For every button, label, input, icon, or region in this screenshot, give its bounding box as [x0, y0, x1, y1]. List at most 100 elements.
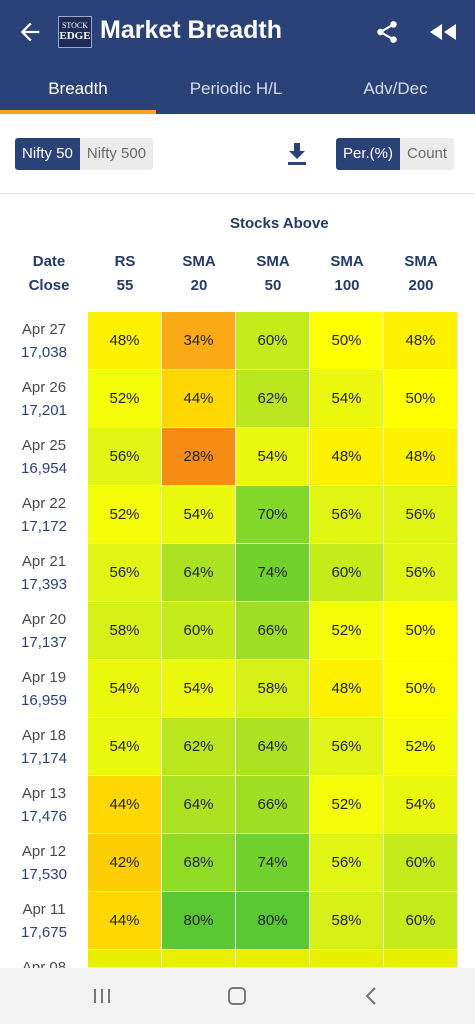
row-date: Apr 27	[21, 321, 67, 338]
heat-cell: 60%	[236, 312, 310, 370]
row-label: Apr 18 17,174	[0, 724, 88, 770]
row-close: 17,530	[21, 866, 67, 883]
heat-cell: 64%	[236, 718, 310, 776]
heat-cell: 58%	[310, 892, 384, 950]
row-date: Apr 18	[21, 727, 67, 744]
heat-cell: 34%	[162, 312, 236, 370]
tab-periodic-hl[interactable]: Periodic H/L	[189, 79, 283, 98]
stockedge-logo: STOCK EDGE	[58, 16, 92, 48]
row-label: Apr 13 17,476	[0, 782, 88, 828]
heat-cell: 56%	[310, 834, 384, 892]
heat-cell: 56%	[88, 428, 162, 486]
heat-cell: 56%	[310, 718, 384, 776]
count-option[interactable]: Count	[400, 138, 455, 170]
row-label: Apr 22 17,172	[0, 492, 88, 538]
heat-cell: 42%	[88, 834, 162, 892]
column-header-line: 20	[190, 277, 208, 294]
heat-cell	[384, 950, 458, 968]
row-close: 17,393	[21, 576, 67, 593]
home-icon[interactable]	[223, 982, 251, 1010]
heat-cell	[236, 950, 310, 968]
heat-cell: 52%	[384, 718, 458, 776]
heat-cell: 54%	[162, 486, 236, 544]
row-date: Apr 19	[21, 669, 67, 686]
heat-cell	[310, 950, 384, 968]
heat-cell: 66%	[236, 776, 310, 834]
logo-bottom-text: EDGE	[59, 30, 91, 42]
nav-back-icon[interactable]	[358, 982, 386, 1010]
percent-option[interactable]: Per.(%)	[336, 138, 401, 170]
heat-cell: 62%	[236, 370, 310, 428]
row-date: Apr 21	[21, 553, 67, 570]
heat-cell: 52%	[88, 370, 162, 428]
heat-cell: 50%	[384, 660, 458, 718]
column-header-line: SMA	[330, 253, 364, 270]
heat-cell: 50%	[310, 312, 384, 370]
heat-cell: 60%	[162, 602, 236, 660]
heat-cell: 62%	[162, 718, 236, 776]
heat-cell: 66%	[236, 602, 310, 660]
row-label: Apr 27 17,038	[0, 318, 88, 364]
index-toggle: Nifty 50 Nifty 500	[15, 138, 154, 170]
heat-cell: 48%	[384, 428, 458, 486]
heat-cell: 44%	[88, 776, 162, 834]
nifty-50-option[interactable]: Nifty 50	[15, 138, 80, 170]
row-date: Apr 13	[21, 785, 67, 802]
rewind-icon[interactable]	[428, 20, 458, 44]
heat-cell: 54%	[162, 660, 236, 718]
app-bar: STOCK EDGE Market Breadth	[0, 0, 475, 64]
recent-apps-icon[interactable]	[88, 982, 116, 1010]
column-header-line: RS	[114, 253, 136, 270]
row-date: Apr 26	[21, 379, 67, 396]
row-close: 17,038	[21, 344, 67, 361]
heat-cell	[162, 950, 236, 968]
heat-cell: 48%	[384, 312, 458, 370]
heat-cell: 58%	[88, 602, 162, 660]
heat-cell: 56%	[310, 486, 384, 544]
share-icon[interactable]	[374, 19, 400, 45]
controls-bar: Nifty 50 Nifty 500 Per.(%) Count	[0, 114, 475, 194]
row-label: Apr 11 17,675	[0, 898, 88, 944]
stocks-above-header: Stocks Above	[230, 215, 329, 232]
column-header-line: 50	[264, 277, 282, 294]
date-close-header: Date Close	[10, 250, 88, 298]
row-label: Apr 21 17,393	[0, 550, 88, 596]
heat-cell: 50%	[384, 370, 458, 428]
tab-breadth[interactable]: Breadth	[0, 64, 156, 114]
column-header-line: SMA	[182, 253, 216, 270]
system-nav-bar	[0, 968, 475, 1024]
logo-top-text: STOCK	[61, 21, 89, 30]
close-header: Close	[28, 277, 70, 294]
column-header-line: 55	[116, 277, 134, 294]
mode-toggle: Per.(%) Count	[336, 138, 455, 170]
heat-cell: 54%	[310, 370, 384, 428]
heat-cell: 48%	[310, 660, 384, 718]
heat-cell: 48%	[88, 312, 162, 370]
row-label: Apr 25 16,954	[0, 434, 88, 480]
heat-cell: 64%	[162, 544, 236, 602]
heat-cell: 54%	[236, 428, 310, 486]
row-close: 17,201	[21, 402, 67, 419]
column-header: SMA 100	[310, 250, 384, 298]
date-header: Date	[32, 253, 66, 270]
heat-cell: 58%	[236, 660, 310, 718]
heat-cell: 74%	[236, 544, 310, 602]
heat-cell: 60%	[384, 892, 458, 950]
heat-cell: 52%	[310, 776, 384, 834]
arrow-left-icon[interactable]	[16, 18, 44, 46]
heat-cell: 74%	[236, 834, 310, 892]
heat-cell: 44%	[88, 892, 162, 950]
tab-adv-dec[interactable]: Adv/Dec	[363, 79, 428, 98]
column-header-line: SMA	[256, 253, 290, 270]
row-date: Apr 12	[21, 843, 67, 860]
column-header-line: 100	[334, 277, 360, 294]
heat-cell: 28%	[162, 428, 236, 486]
row-close: 17,172	[21, 518, 67, 535]
row-close: 17,675	[21, 924, 67, 941]
download-icon[interactable]	[285, 141, 309, 167]
column-header: RS 55	[88, 250, 162, 298]
heat-cell: 60%	[310, 544, 384, 602]
heat-cell: 70%	[236, 486, 310, 544]
nifty-500-option[interactable]: Nifty 500	[79, 138, 154, 170]
row-date: Apr 11	[22, 901, 66, 918]
